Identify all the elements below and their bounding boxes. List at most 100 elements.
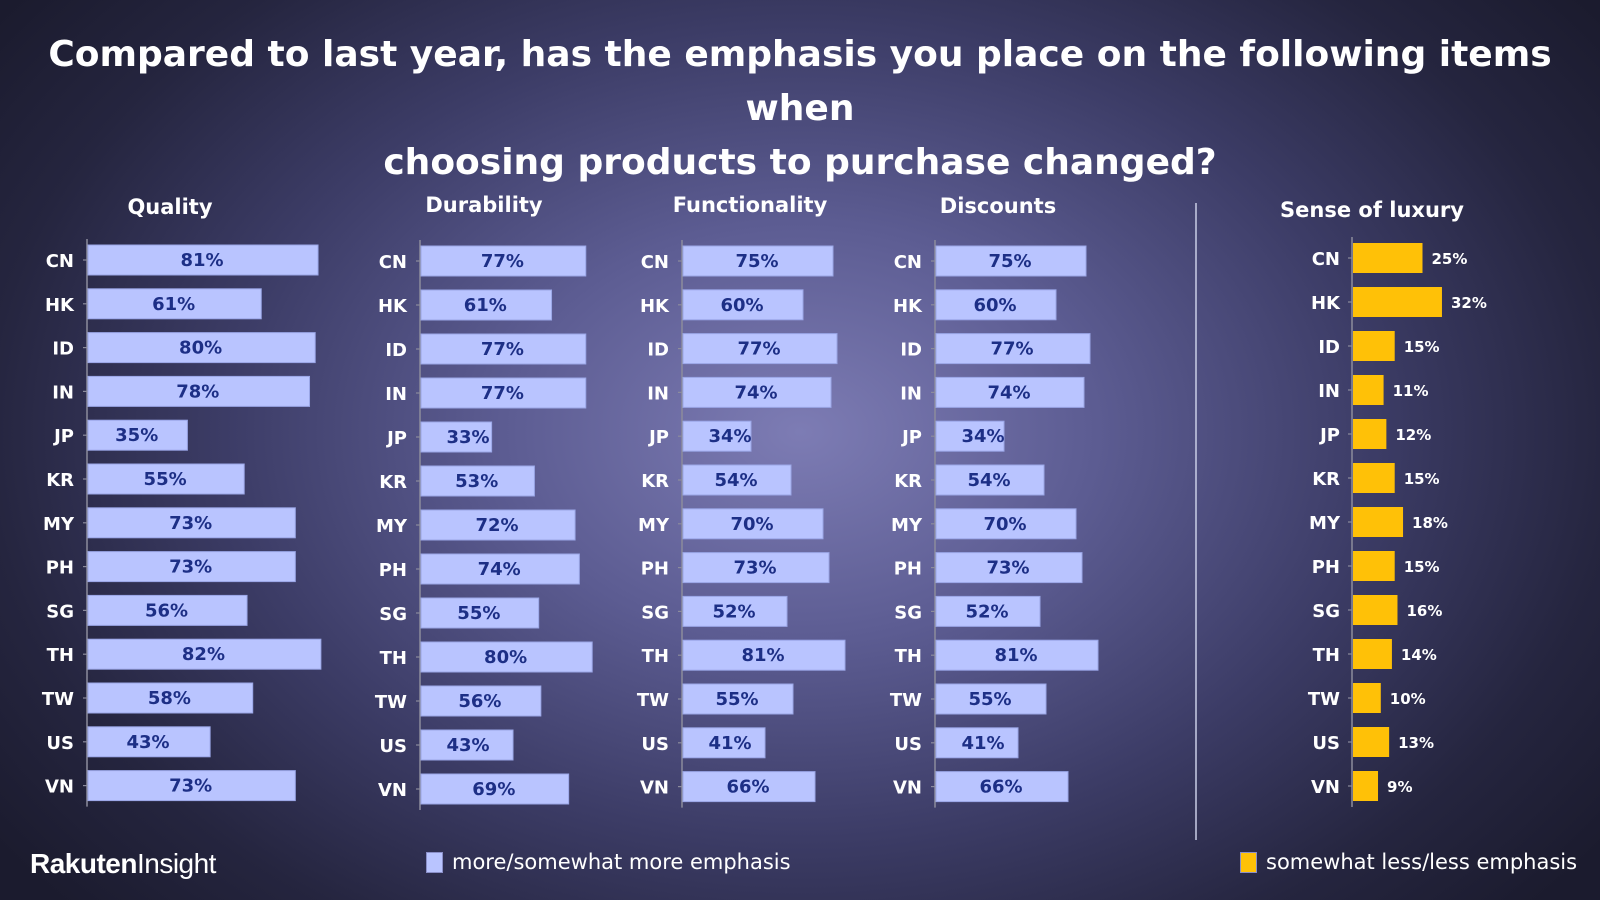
value-label-discounts-vn: 66% bbox=[979, 777, 1022, 798]
legend-more-label: more/somewhat more emphasis bbox=[452, 850, 791, 874]
value-label-quality-sg: 56% bbox=[145, 600, 188, 621]
value-label-sense-of-luxury-id: 15% bbox=[1404, 338, 1440, 356]
bar-quality-th bbox=[87, 638, 322, 670]
category-label-sense-of-luxury-cn: CN bbox=[1312, 249, 1340, 270]
category-label-durability-cn: CN bbox=[379, 252, 407, 273]
value-label-functionality-kr: 54% bbox=[714, 470, 757, 491]
value-label-sense-of-luxury-my: 18% bbox=[1412, 514, 1448, 532]
bar-discounts-sg bbox=[935, 595, 1041, 627]
value-label-discounts-in: 74% bbox=[987, 382, 1030, 403]
category-label-discounts-vn: VN bbox=[893, 778, 922, 799]
category-label-quality-in: IN bbox=[52, 382, 74, 403]
logo-insight: Insight bbox=[136, 848, 217, 879]
value-label-functionality-cn: 75% bbox=[735, 251, 778, 272]
value-label-functionality-vn: 66% bbox=[726, 777, 769, 798]
category-label-functionality-vn: VN bbox=[640, 778, 669, 799]
bar-sense-of-luxury-cn bbox=[1353, 243, 1423, 273]
category-label-quality-ph: PH bbox=[46, 558, 74, 579]
category-label-discounts-in: IN bbox=[900, 383, 922, 404]
category-label-sense-of-luxury-my: MY bbox=[1309, 513, 1341, 534]
bar-sense-of-luxury-sg bbox=[1353, 595, 1398, 625]
category-label-quality-hk: HK bbox=[45, 295, 75, 316]
bar-sense-of-luxury-us bbox=[1353, 727, 1390, 757]
value-label-discounts-hk: 60% bbox=[973, 295, 1016, 316]
bar-functionality-sg bbox=[682, 595, 788, 627]
category-label-functionality-cn: CN bbox=[641, 252, 669, 273]
bar-durability-hk bbox=[420, 289, 553, 321]
value-label-functionality-hk: 60% bbox=[720, 295, 763, 316]
bar-sense-of-luxury-my bbox=[1353, 507, 1404, 537]
value-label-durability-tw: 56% bbox=[458, 691, 501, 712]
bar-discounts-th bbox=[935, 639, 1099, 671]
value-label-quality-cn: 81% bbox=[180, 250, 223, 271]
category-label-durability-hk: HK bbox=[378, 296, 408, 317]
value-label-discounts-ph: 73% bbox=[986, 558, 1029, 579]
bar-sense-of-luxury-ph bbox=[1353, 551, 1395, 581]
value-label-functionality-id: 77% bbox=[737, 339, 780, 360]
value-label-durability-hk: 61% bbox=[464, 295, 507, 316]
value-label-sense-of-luxury-tw: 10% bbox=[1390, 690, 1426, 708]
chart-title-line-2: choosing products to purchase changed? bbox=[383, 142, 1217, 183]
category-label-functionality-id: ID bbox=[647, 340, 669, 361]
bar-sense-of-luxury-tw bbox=[1353, 683, 1381, 713]
value-label-functionality-tw: 55% bbox=[715, 689, 758, 710]
value-label-functionality-in: 74% bbox=[734, 382, 777, 403]
category-label-sense-of-luxury-sg: SG bbox=[1312, 601, 1340, 622]
category-label-functionality-ph: PH bbox=[641, 559, 669, 580]
category-label-durability-in: IN bbox=[385, 384, 407, 405]
value-label-discounts-th: 81% bbox=[994, 645, 1037, 666]
bar-discounts-jp bbox=[935, 420, 1005, 452]
bar-functionality-us bbox=[682, 727, 766, 759]
category-label-quality-id: ID bbox=[52, 339, 74, 360]
value-label-quality-ph: 73% bbox=[169, 557, 212, 578]
value-label-durability-my: 72% bbox=[475, 515, 518, 536]
value-label-functionality-sg: 52% bbox=[712, 601, 755, 622]
bar-quality-kr bbox=[87, 463, 245, 495]
value-label-discounts-kr: 54% bbox=[967, 470, 1010, 491]
category-label-quality-tw: TW bbox=[42, 689, 74, 710]
category-label-discounts-kr: KR bbox=[894, 471, 922, 492]
value-label-sense-of-luxury-th: 14% bbox=[1401, 646, 1437, 664]
legend-less-label: somewhat less/less emphasis bbox=[1266, 850, 1578, 874]
bar-durability-my bbox=[420, 509, 576, 541]
category-label-sense-of-luxury-tw: TW bbox=[1308, 689, 1340, 710]
category-label-sense-of-luxury-id: ID bbox=[1318, 337, 1340, 358]
value-label-sense-of-luxury-sg: 16% bbox=[1406, 602, 1442, 620]
bar-quality-id bbox=[87, 332, 316, 364]
bar-functionality-in bbox=[682, 376, 832, 408]
value-label-functionality-th: 81% bbox=[741, 645, 784, 666]
category-label-sense-of-luxury-hk: HK bbox=[1311, 293, 1341, 314]
bar-functionality-vn bbox=[682, 771, 816, 803]
panel-title-sense-of-luxury: Sense of luxury bbox=[1280, 198, 1464, 222]
value-label-discounts-sg: 52% bbox=[965, 601, 1008, 622]
bar-functionality-jp bbox=[682, 420, 752, 452]
bar-discounts-vn bbox=[935, 771, 1069, 803]
category-label-functionality-us: US bbox=[641, 734, 669, 755]
bar-durability-in bbox=[420, 377, 587, 409]
value-label-discounts-my: 70% bbox=[983, 514, 1026, 535]
bar-quality-sg bbox=[87, 594, 248, 626]
category-label-quality-jp: JP bbox=[52, 426, 74, 447]
bar-sense-of-luxury-id bbox=[1353, 331, 1395, 361]
value-label-sense-of-luxury-ph: 15% bbox=[1404, 558, 1440, 576]
bar-discounts-my bbox=[935, 508, 1077, 540]
value-label-functionality-jp: 34% bbox=[708, 426, 751, 447]
category-label-durability-ph: PH bbox=[379, 560, 407, 581]
value-label-durability-jp: 33% bbox=[446, 427, 489, 448]
bar-discounts-hk bbox=[935, 289, 1057, 321]
category-label-sense-of-luxury-jp: JP bbox=[1318, 425, 1340, 446]
bar-durability-id bbox=[420, 333, 587, 365]
category-label-functionality-jp: JP bbox=[647, 427, 669, 448]
bar-discounts-id bbox=[935, 333, 1091, 365]
panel-title-quality: Quality bbox=[127, 195, 212, 219]
value-label-sense-of-luxury-vn: 9% bbox=[1387, 778, 1412, 796]
category-label-sense-of-luxury-ph: PH bbox=[1312, 557, 1340, 578]
category-label-durability-us: US bbox=[379, 736, 407, 757]
bar-functionality-my bbox=[682, 508, 824, 540]
category-label-functionality-tw: TW bbox=[637, 690, 669, 711]
panel-title-functionality: Functionality bbox=[673, 193, 828, 217]
bar-durability-sg bbox=[420, 597, 540, 629]
bar-discounts-in bbox=[935, 376, 1085, 408]
chart-title-line-1: Compared to last year, has the emphasis … bbox=[48, 34, 1552, 129]
